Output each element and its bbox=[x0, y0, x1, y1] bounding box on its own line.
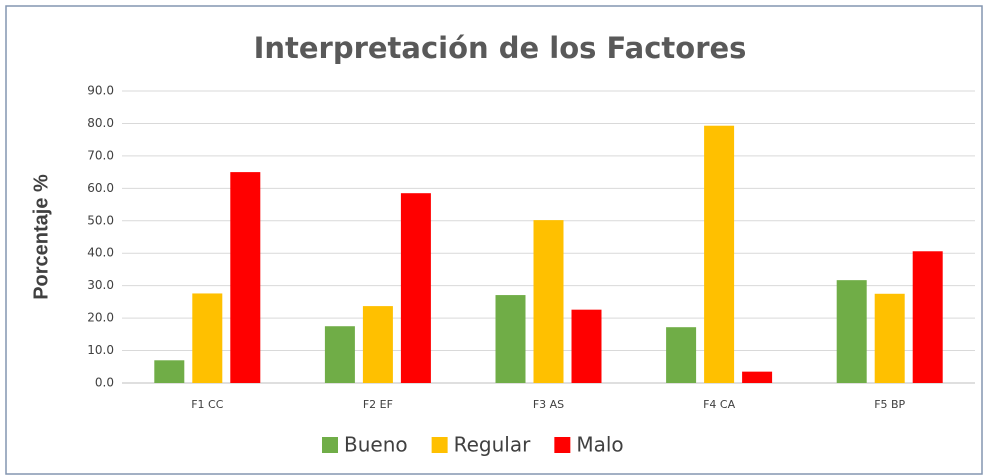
bar bbox=[874, 293, 905, 383]
y-tick-label: 0.0 bbox=[95, 376, 114, 390]
y-tick-label: 30.0 bbox=[87, 278, 114, 292]
x-tick-label: F1 CC bbox=[191, 398, 224, 411]
bar bbox=[533, 220, 564, 383]
y-tick-label: 80.0 bbox=[87, 116, 114, 130]
y-tick-label: 60.0 bbox=[87, 181, 114, 195]
y-tick-label: 20.0 bbox=[87, 311, 114, 325]
y-tick-label: 40.0 bbox=[87, 246, 114, 260]
legend-label: Malo bbox=[576, 433, 623, 457]
bar bbox=[230, 172, 261, 383]
bar bbox=[495, 295, 526, 383]
legend-swatch bbox=[431, 437, 448, 453]
bar bbox=[400, 193, 431, 383]
legend-label: Regular bbox=[454, 433, 531, 457]
x-tick-label: F3 AS bbox=[533, 398, 564, 411]
bar bbox=[192, 293, 223, 383]
bar bbox=[742, 371, 773, 383]
y-tick-label: 50.0 bbox=[87, 213, 114, 227]
x-tick-label: F2 EF bbox=[363, 398, 393, 411]
bar bbox=[324, 326, 355, 383]
y-tick-label: 90.0 bbox=[87, 84, 114, 98]
bar bbox=[154, 360, 185, 383]
y-tick-label: 10.0 bbox=[87, 343, 114, 357]
x-tick-label: F5 BP bbox=[874, 398, 905, 411]
chart-title: Interpretación de los Factores bbox=[254, 31, 747, 65]
x-tick-label: F4 CA bbox=[703, 398, 736, 411]
bar bbox=[836, 280, 867, 383]
bar bbox=[912, 251, 943, 383]
bar bbox=[362, 306, 393, 383]
bar bbox=[666, 327, 697, 383]
legend-label: Bueno bbox=[344, 433, 408, 457]
legend-swatch bbox=[322, 437, 338, 453]
legend-swatch bbox=[554, 437, 571, 453]
y-axis-label: Porcentaje % bbox=[30, 174, 52, 300]
chart-frame bbox=[5, 5, 983, 475]
bar bbox=[704, 125, 735, 384]
bar bbox=[571, 309, 602, 383]
y-tick-label: 70.0 bbox=[87, 148, 114, 162]
